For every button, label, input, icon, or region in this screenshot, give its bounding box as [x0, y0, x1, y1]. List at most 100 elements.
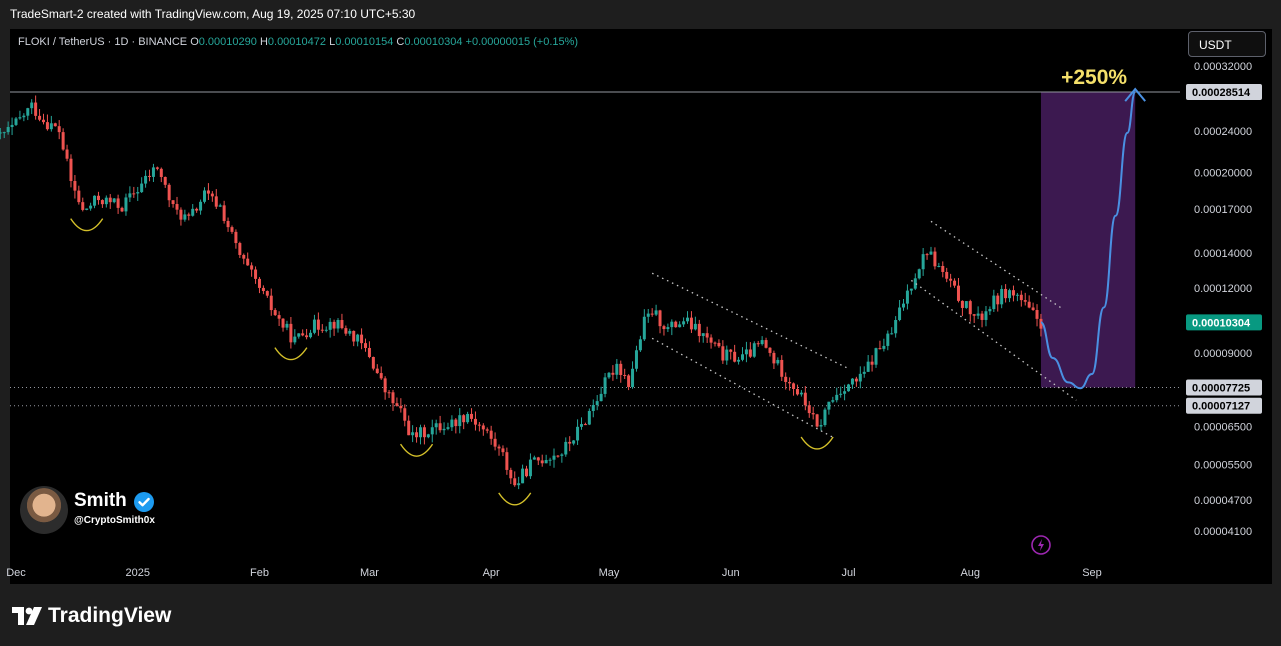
candle-body — [670, 321, 674, 328]
candle-body — [230, 227, 234, 232]
candle-body — [666, 327, 670, 330]
candle-body — [976, 313, 980, 316]
candle-body — [222, 205, 226, 221]
currency-button[interactable]: USDT — [1188, 31, 1266, 57]
credit-text: TradeSmart-2 created with TradingView.co… — [10, 7, 416, 21]
candle-body — [73, 181, 77, 191]
candle-body — [2, 132, 6, 134]
candle-body — [195, 208, 199, 211]
candle-body — [795, 388, 799, 395]
candle-body — [591, 405, 595, 412]
candle-body — [823, 409, 827, 426]
candle-body — [450, 419, 454, 428]
candle-body — [159, 168, 163, 177]
candle-body — [352, 330, 356, 342]
candle-body — [320, 329, 324, 331]
top-bar: TradeSmart-2 created with TradingView.co… — [0, 0, 1281, 28]
candle-body — [69, 158, 73, 182]
candle-body — [941, 265, 945, 272]
candle-body — [858, 373, 862, 382]
candle-body — [85, 208, 89, 210]
candle-body — [391, 392, 395, 404]
candle-body — [576, 426, 580, 441]
candle-body — [246, 258, 250, 266]
candle-body — [980, 313, 984, 320]
candle-body — [831, 400, 835, 402]
candle-body — [752, 343, 756, 357]
candle-body — [285, 323, 289, 328]
candle-body — [1008, 290, 1012, 299]
candle-body — [144, 175, 148, 184]
candle-body — [776, 359, 780, 364]
candle-body — [709, 337, 713, 343]
candle-body — [988, 309, 992, 312]
candle-body — [890, 333, 894, 335]
price-badge — [1186, 379, 1262, 396]
candle-body — [336, 320, 340, 329]
candle-body — [403, 408, 407, 421]
candle-body — [748, 349, 752, 357]
candle-body — [470, 413, 474, 419]
candle-body — [250, 265, 254, 270]
candle-body — [532, 457, 536, 460]
candle-body — [301, 333, 305, 336]
candle-body — [77, 190, 81, 203]
y-axis-label: 0.00004100 — [1194, 526, 1252, 538]
candle-body — [693, 323, 697, 330]
candle-body — [803, 392, 807, 406]
candle-body — [913, 278, 917, 289]
candle-body — [261, 287, 265, 292]
x-axis-label: 2025 — [125, 567, 149, 579]
candle-body — [379, 373, 383, 379]
candle-body — [960, 300, 964, 308]
candle-body — [611, 372, 615, 375]
candle-body — [493, 438, 497, 447]
candle-body — [214, 196, 218, 207]
candle-body — [281, 318, 285, 328]
candle-body — [1035, 310, 1039, 319]
candle-body — [344, 328, 348, 334]
candle-body — [603, 377, 607, 394]
candle-body — [454, 419, 458, 427]
candle-body — [733, 351, 737, 362]
symbol-name: FLOKI / TetherUS · 1D · BINANCE — [18, 36, 188, 48]
candle-body — [132, 193, 136, 195]
target-zone — [1040, 92, 1136, 388]
candle-body — [996, 295, 1000, 305]
candle-body — [972, 314, 976, 316]
candle-body — [544, 459, 548, 464]
x-axis-label: Aug — [960, 567, 980, 579]
candle-body — [18, 117, 22, 119]
brand-name: TradingView — [48, 604, 172, 627]
lightning-icon[interactable] — [1031, 535, 1051, 555]
candle-body — [289, 323, 293, 343]
candle-body — [89, 205, 93, 209]
candle-body — [992, 295, 996, 310]
candle-body — [627, 375, 631, 387]
candle-body — [458, 415, 462, 427]
candle-body — [689, 317, 693, 330]
candle-body — [26, 108, 30, 116]
candle-body — [811, 413, 815, 415]
y-axis-label: 0.00024000 — [1194, 126, 1252, 138]
candle-body — [509, 469, 513, 479]
candle-body — [108, 197, 112, 203]
candle-body — [788, 381, 792, 384]
candle-body — [536, 457, 540, 461]
candle-body — [501, 448, 505, 453]
candle-body — [839, 393, 843, 395]
candle-body — [277, 315, 281, 319]
verified-badge-icon — [134, 492, 154, 512]
y-axis-label: 0.00012000 — [1194, 283, 1252, 295]
close-value: 0.00010304 — [404, 36, 463, 48]
candle-body — [905, 290, 909, 304]
price-badge-label: 0.00028514 — [1192, 87, 1251, 99]
candle-body — [309, 332, 313, 338]
candle-body — [22, 115, 26, 118]
candle-body — [112, 198, 116, 203]
candle-body — [489, 430, 493, 439]
candle-body — [521, 468, 525, 484]
x-axis-label: Mar — [360, 567, 379, 579]
candle-body — [929, 251, 933, 255]
